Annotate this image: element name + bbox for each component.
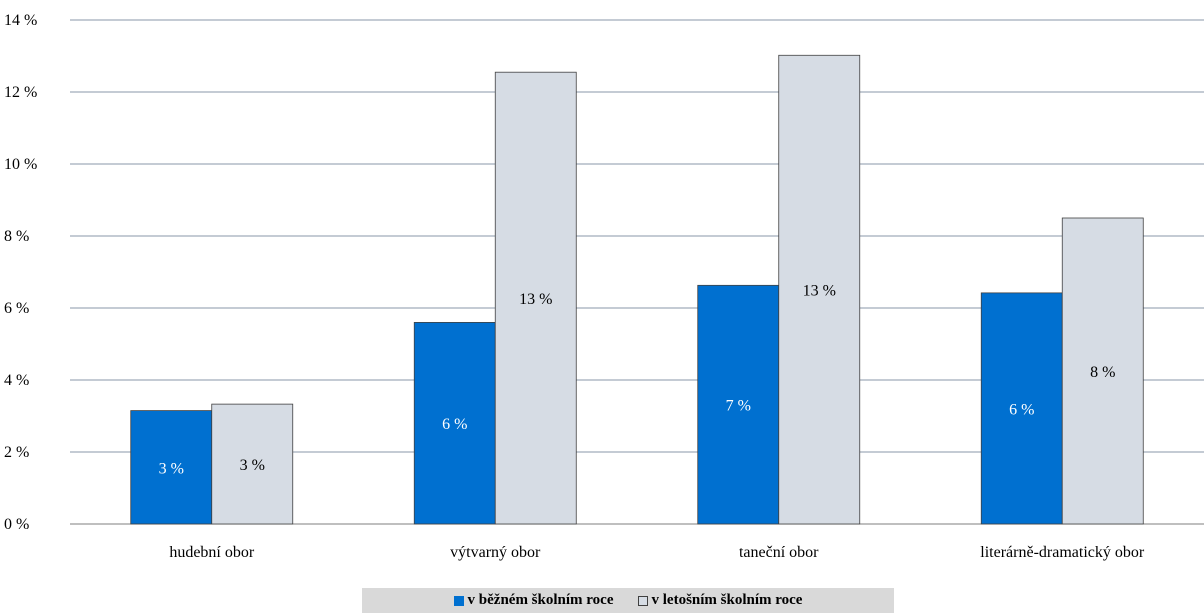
bar-series-2 — [211, 403, 294, 525]
y-tick-label: 0 % — [4, 516, 29, 533]
bar-chart: 0 % 2 % 4 % 6 % 8 % 10 % 12 % 14 % 3 % 3 % hudební… — [4, 12, 1204, 561]
data-label: 13 % — [803, 283, 836, 300]
bar-series-1 — [980, 292, 1063, 525]
legend-label-series-1: v běžném školním roce — [467, 592, 614, 608]
legend-item-series-1: v běžném školním roce — [453, 592, 614, 609]
x-tick-label: hudební obor — [169, 544, 255, 561]
bar-series-1 — [413, 321, 496, 525]
legend-item-series-2: v letošním školním roce — [637, 592, 803, 609]
y-tick-label: 14 % — [4, 12, 37, 29]
y-tick-label: 4 % — [4, 372, 29, 389]
x-tick-label: literárně-dramatický obor — [980, 544, 1145, 561]
bar-series-2 — [1061, 217, 1144, 525]
x-tick-label: výtvarný obor — [450, 544, 541, 561]
y-tick-label: 6 % — [4, 300, 29, 317]
data-label: 7 % — [726, 398, 751, 415]
y-tick-label: 10 % — [4, 156, 37, 173]
data-label: 6 % — [1009, 401, 1034, 418]
legend-swatch-series-1 — [453, 595, 464, 606]
legend-swatch-series-2 — [637, 595, 648, 606]
data-label: 6 % — [442, 416, 467, 433]
bar-series-2 — [778, 54, 861, 525]
chart-legend: v běžném školním roce v letošním školním… — [362, 588, 894, 613]
y-tick-label: 8 % — [4, 228, 29, 245]
y-tick-label: 2 % — [4, 444, 29, 461]
bar-series-1 — [130, 410, 213, 525]
y-tick-label: 12 % — [4, 84, 37, 101]
data-label: 8 % — [1090, 364, 1115, 381]
legend-label-series-2: v letošním školním roce — [651, 592, 803, 608]
data-label: 3 % — [159, 460, 184, 477]
x-tick-label: taneční obor — [739, 544, 819, 561]
data-label: 3 % — [240, 457, 265, 474]
data-label: 13 % — [519, 291, 552, 308]
bar-series-2 — [494, 71, 577, 525]
